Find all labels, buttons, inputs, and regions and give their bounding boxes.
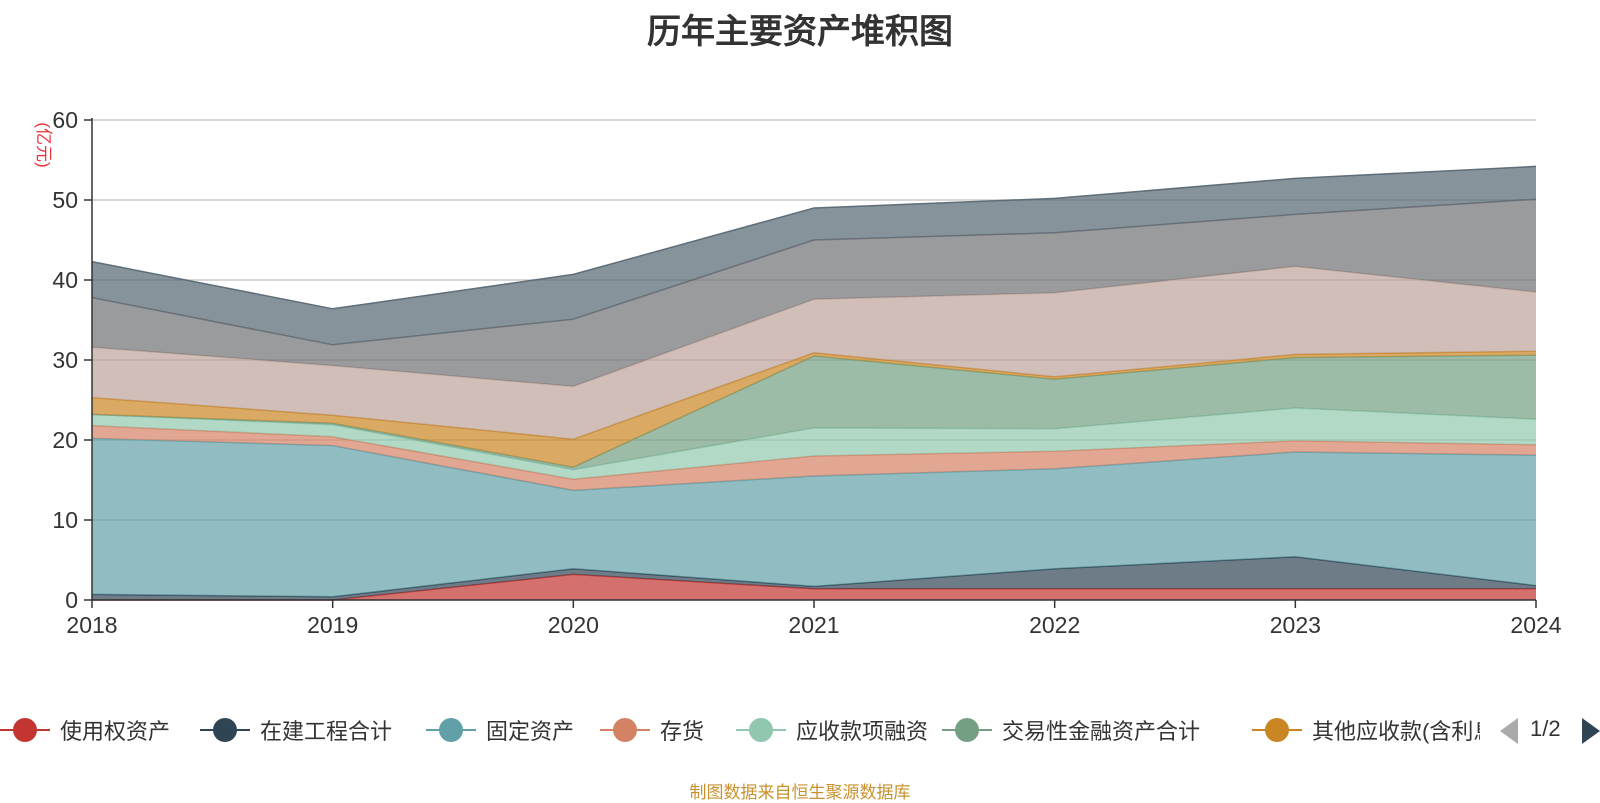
y-tick-label: 10	[52, 507, 78, 533]
area-series-10[interactable]	[92, 166, 1536, 345]
legend-item[interactable]: 应收款项融资	[736, 712, 928, 748]
legend-item[interactable]: 固定资产	[426, 712, 574, 748]
area-series-5[interactable]	[92, 408, 1536, 480]
y-tick-label: 60	[52, 107, 78, 133]
legend-marker-icon	[200, 712, 250, 748]
area-series-4[interactable]	[92, 425, 1536, 491]
x-tick-label: 2019	[307, 612, 358, 638]
area-series-8[interactable]	[92, 266, 1536, 440]
y-tick-label: 40	[52, 267, 78, 293]
legend-label: 在建工程合计	[260, 719, 393, 744]
area-series-3[interactable]	[92, 438, 1536, 597]
legend-marker-icon	[736, 712, 786, 748]
legend-label: 存货	[660, 719, 705, 744]
x-tick-label: 2021	[788, 612, 839, 638]
legend-prev-page-button[interactable]	[1500, 718, 1518, 744]
x-tick-label: 2020	[548, 612, 599, 638]
legend-marker-icon	[1252, 712, 1302, 748]
y-tick-label: 30	[52, 347, 78, 373]
legend-marker-icon	[600, 712, 650, 748]
x-tick-label: 2022	[1029, 612, 1080, 638]
legend-marker-icon	[426, 712, 476, 748]
legend: 使用权资产 在建工程合计 固定资产 存货 应收款项融资 交易性金融资产合计 其他应收款(含利…	[0, 712, 1600, 748]
legend-item[interactable]: 使用权资产	[0, 712, 170, 748]
y-tick-label: 0	[65, 587, 78, 613]
legend-item[interactable]: 存货	[600, 712, 704, 748]
x-tick-label: 2023	[1270, 612, 1321, 638]
y-tick-label: 50	[52, 187, 78, 213]
legend-label: 应收款项融资	[796, 719, 929, 744]
area-series-6[interactable]	[92, 355, 1536, 470]
y-axis-unit-label: (亿元)	[34, 122, 53, 167]
legend-page-indicator: 1/2	[1530, 716, 1561, 741]
legend-item[interactable]: 其他应收款(含利息和股利)	[1252, 712, 1480, 748]
legend-item[interactable]: 在建工程合计	[200, 712, 392, 748]
legend-label: 使用权资产	[60, 719, 171, 744]
x-tick-label: 2018	[66, 612, 117, 638]
legend-marker-icon	[0, 712, 50, 748]
legend-label: 固定资产	[486, 719, 575, 744]
legend-next-page-button[interactable]	[1582, 718, 1600, 744]
legend-items: 使用权资产 在建工程合计 固定资产 存货 应收款项融资 交易性金融资产合计 其他应收款(含利…	[0, 712, 1480, 748]
legend-item[interactable]: 交易性金融资产合计	[942, 712, 1200, 748]
stacked-area-chart: 0 10 20 30 40 50 60 2018 2019 2020 2021 2022 2023 202…	[34, 107, 1562, 638]
area-series-1[interactable]	[92, 574, 1536, 600]
axes: 0 10 20 30 40 50 60 2018 2019 2020 2021 2022 2023 202…	[52, 107, 1561, 638]
series-line-10	[91, 165, 1537, 310]
legend-label: 其他应收款(含利息和股利)	[1312, 719, 1480, 744]
area-series-2[interactable]	[92, 556, 1536, 600]
data-source-note: 制图数据来自恒生聚源数据库	[689, 783, 911, 802]
y-tick-label: 20	[52, 427, 78, 453]
area-series-9[interactable]	[92, 199, 1536, 387]
legend-marker-icon	[942, 712, 992, 748]
area-series-7[interactable]	[92, 351, 1536, 468]
area-series-layer	[91, 165, 1537, 601]
x-tick-label: 2024	[1510, 612, 1561, 638]
chart-title: 历年主要资产堆积图	[647, 13, 953, 51]
legend-label: 交易性金融资产合计	[1002, 719, 1201, 744]
